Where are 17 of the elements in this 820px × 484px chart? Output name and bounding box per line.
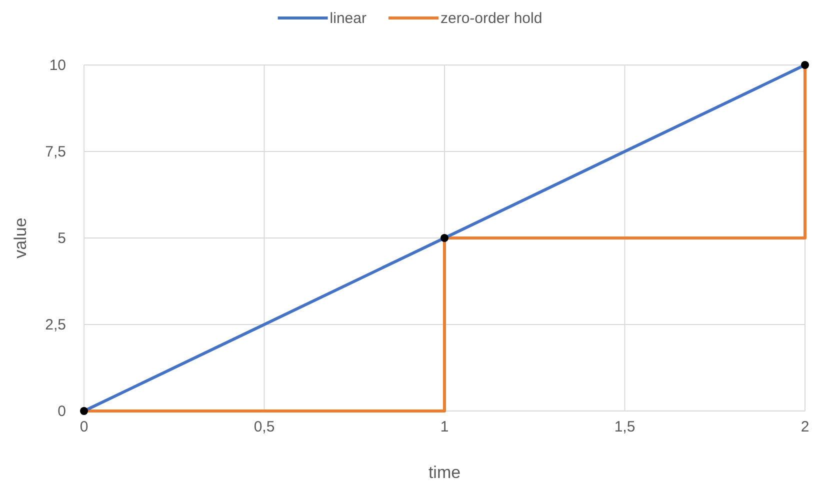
point [440,234,448,242]
y-axis-title: value [11,218,30,258]
legend-label: linear [330,10,366,27]
x-axis-title: time [428,463,461,482]
y-tick-label: 2,5 [45,316,66,334]
point [80,407,88,415]
y-tick-label: 10 [49,56,66,74]
y-tick-label: 0 [58,402,66,420]
x-tick-label: 1,5 [614,418,636,436]
x-tick-label: 2 [800,418,810,436]
y-tick-label: 5 [58,230,66,247]
legend-label: zero-order hold [440,10,542,27]
point [801,61,809,69]
x-tick-label: 0 [80,418,88,436]
x-tick-label: 0,5 [254,418,275,436]
y-tick-label: 7,5 [45,143,66,160]
x-tick-label: 1 [440,418,449,436]
